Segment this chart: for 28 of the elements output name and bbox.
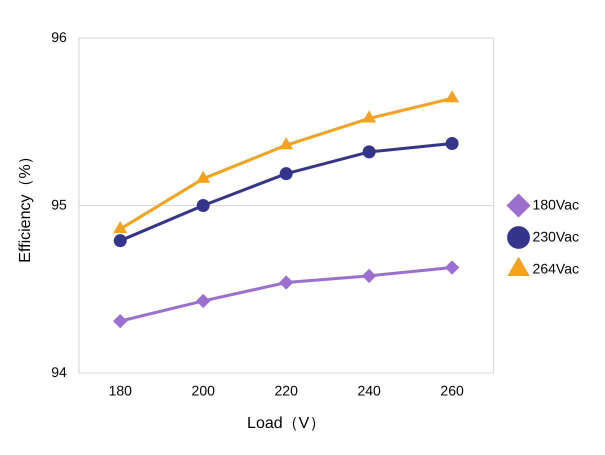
x-tick-label: 180 (108, 382, 132, 398)
point (196, 199, 210, 212)
y-tick-label: 95 (51, 196, 67, 212)
x-tick-label: 200 (192, 382, 216, 398)
point (446, 92, 458, 102)
point (363, 112, 375, 122)
y-axis-title: Efficiency（%） (17, 148, 34, 263)
point (197, 172, 210, 183)
point (114, 222, 126, 233)
legend-label: 180Vac (532, 196, 580, 212)
point (280, 138, 292, 150)
point (280, 276, 293, 290)
x-tick-label: 220 (274, 382, 298, 398)
legend-label: 264Vac (532, 260, 580, 276)
x-axis-title: Load（V） (247, 414, 326, 432)
point (280, 167, 293, 180)
point (446, 260, 459, 274)
y-tick-label: 96 (51, 28, 67, 45)
point (114, 314, 127, 328)
x-tick-label: 260 (440, 382, 464, 398)
point (114, 234, 127, 248)
point (362, 145, 376, 158)
legend-label: 230Vac (532, 228, 580, 244)
x-tick-label: 240 (357, 382, 382, 398)
y-tick-label: 94 (51, 364, 67, 380)
point (446, 137, 459, 150)
point (196, 294, 210, 308)
point (362, 269, 376, 282)
